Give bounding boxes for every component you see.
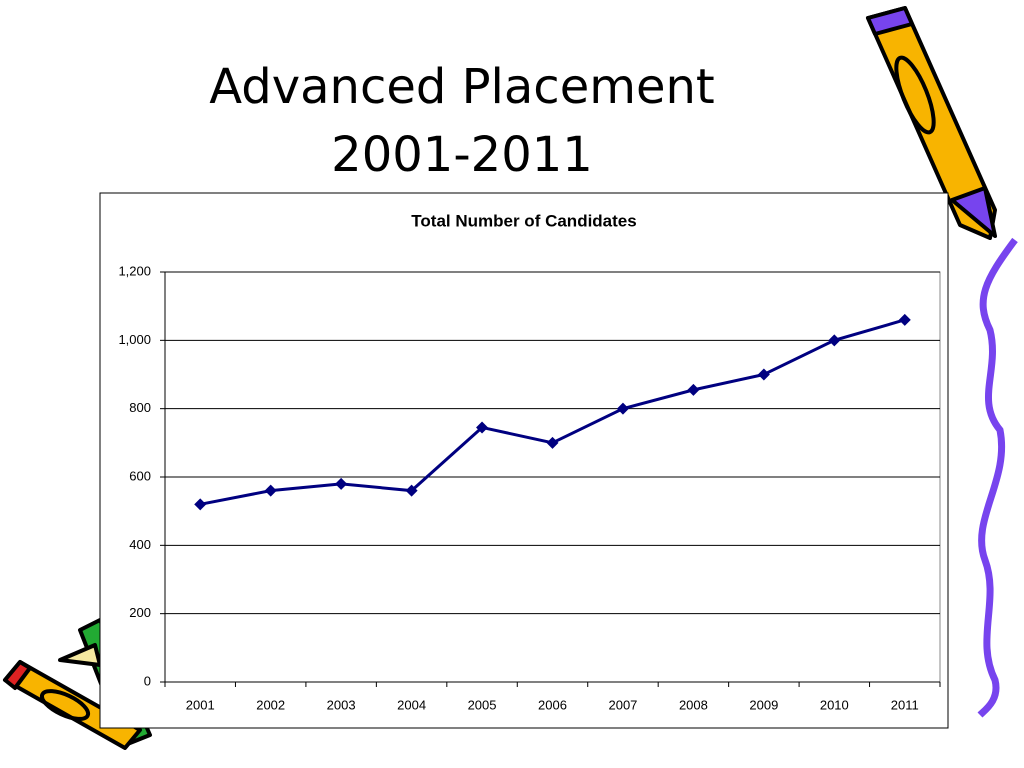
- squiggle-decoration: [977, 237, 1018, 718]
- pencil-decoration: [866, 6, 997, 240]
- y-tick-label: 200: [129, 605, 151, 620]
- x-tick-label: 2001: [186, 697, 215, 712]
- data-point: [405, 484, 418, 497]
- y-tick-label: 800: [129, 400, 151, 415]
- data-point: [335, 477, 348, 490]
- data-point: [757, 368, 770, 381]
- x-tick-label: 2004: [397, 697, 426, 712]
- chart-frame: [99, 192, 949, 729]
- x-tick-label: 2007: [608, 697, 637, 712]
- chart-title: Total Number of Candidates: [411, 211, 636, 230]
- y-tick-label: 0: [144, 673, 151, 688]
- slide-title: Advanced Placement: [209, 59, 715, 115]
- x-tick-label: 2005: [468, 697, 497, 712]
- x-tick-label: 2011: [891, 697, 919, 712]
- x-tick-label: 2008: [679, 697, 708, 712]
- data-point: [546, 436, 559, 449]
- data-point: [687, 383, 700, 396]
- y-tick-label: 400: [129, 537, 151, 552]
- x-tick-label: 2009: [749, 697, 778, 712]
- data-point: [828, 334, 841, 347]
- x-tick-label: 2003: [327, 697, 356, 712]
- data-point: [194, 498, 207, 511]
- x-tick-label: 2002: [256, 697, 285, 712]
- y-tick-label: 1,200: [118, 263, 151, 278]
- data-point: [264, 484, 277, 497]
- data-point: [476, 421, 489, 434]
- data-point: [616, 402, 629, 415]
- data-point: [898, 313, 911, 326]
- y-tick-label: 600: [129, 468, 151, 483]
- y-tick-label: 1,000: [118, 332, 151, 347]
- x-tick-label: 2010: [820, 697, 849, 712]
- x-tick-label: 2006: [538, 697, 567, 712]
- slide-title: 2001-2011: [331, 127, 593, 183]
